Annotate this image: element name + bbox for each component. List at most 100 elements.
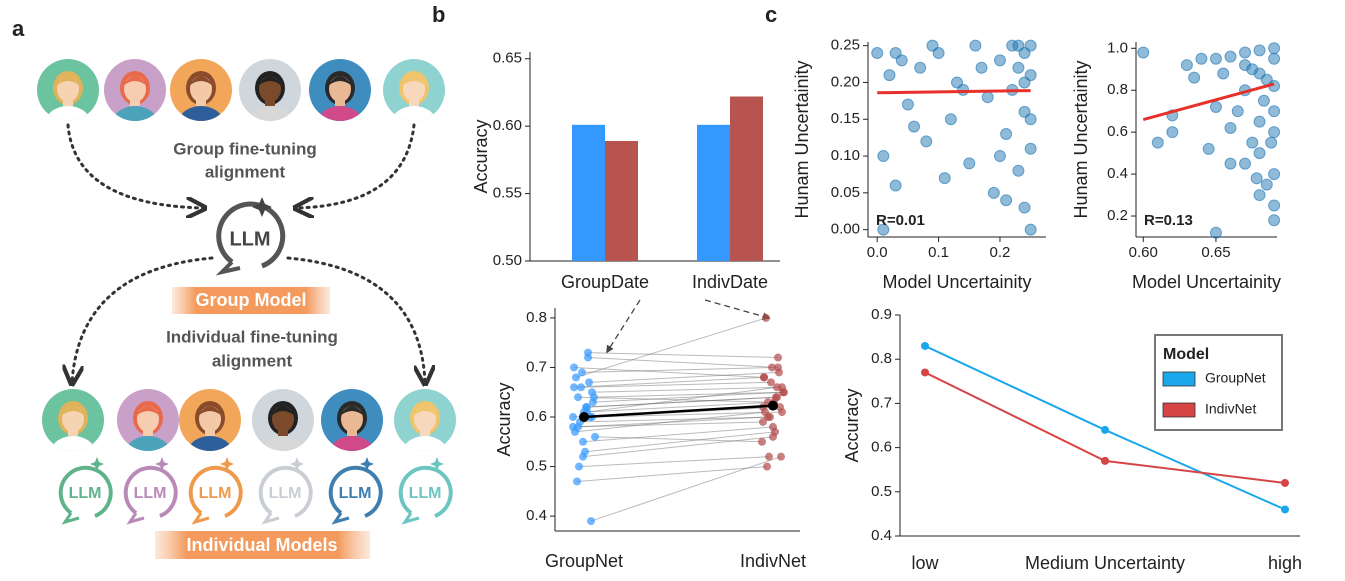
llm-tail (401, 512, 420, 525)
avatar-inner (126, 401, 170, 451)
legend-swatch (1162, 402, 1196, 418)
x-tick-label: low (911, 553, 939, 573)
point (1253, 115, 1266, 128)
sparkle (430, 457, 444, 471)
y-axis-label: Accuracy (842, 388, 862, 462)
point (766, 413, 774, 422)
mean-line (583, 404, 774, 419)
diagram-text: Individual fine-tuning (166, 327, 338, 346)
x-tick-label: high (1268, 553, 1302, 573)
point (1209, 101, 1222, 113)
llm-text: LLM (199, 485, 232, 502)
y-tick-label: 0.55 (493, 185, 522, 202)
point (1239, 46, 1252, 59)
avatar (239, 59, 301, 121)
pair-line (586, 396, 778, 408)
body (248, 106, 292, 121)
point (1239, 59, 1252, 72)
y-tick-label: 0.7 (526, 358, 547, 375)
avatar-inner (113, 71, 157, 121)
point (761, 408, 769, 417)
point (926, 39, 939, 52)
point (1268, 52, 1281, 65)
sparkle (220, 457, 234, 471)
point (1257, 94, 1270, 107)
point (1224, 157, 1237, 170)
point (774, 353, 782, 362)
avatar (117, 389, 179, 451)
pair-line (582, 426, 774, 443)
avatar (252, 389, 314, 451)
hair-top (340, 406, 364, 416)
point (762, 313, 770, 322)
point (1024, 142, 1037, 155)
point (777, 452, 785, 461)
body (261, 436, 305, 451)
sparkle (252, 197, 272, 217)
avatar (321, 389, 383, 451)
body (46, 106, 90, 121)
llm-text: LLM (269, 485, 302, 502)
annotation: R=0.13 (1144, 212, 1193, 229)
point (1024, 39, 1037, 52)
x-tick-label: GroupNet (545, 551, 623, 571)
y-tick-label: 0.4 (1107, 165, 1128, 182)
fit-line (1142, 82, 1275, 122)
point (871, 47, 884, 60)
highlight (155, 531, 370, 559)
arrows (66, 123, 425, 382)
pair-line (591, 411, 783, 418)
point (1231, 105, 1244, 118)
avatar (394, 389, 456, 451)
point (1268, 126, 1281, 139)
pair-line (586, 386, 778, 413)
y-tick-label: 0.8 (526, 309, 547, 326)
point (1024, 223, 1037, 236)
face (259, 76, 281, 102)
avatar-inner (403, 401, 447, 451)
point (1253, 189, 1266, 202)
point (1024, 113, 1037, 126)
point (775, 368, 783, 377)
body (179, 106, 223, 121)
y-axis-label: Hunam Uncertainity (1071, 60, 1091, 218)
x-tick-label: 0.0 (867, 244, 888, 261)
face (190, 76, 212, 102)
dashed-arrow (704, 299, 771, 321)
point (1260, 178, 1273, 191)
diagram-text: Group fine-tuning (173, 139, 317, 158)
llm-tail (126, 512, 145, 525)
point (758, 437, 766, 446)
llm-bubble (398, 465, 453, 518)
arrow (66, 123, 203, 208)
point (1202, 142, 1215, 155)
point (569, 422, 577, 431)
face (199, 406, 221, 432)
arrow (72, 256, 214, 382)
llm-tail (191, 512, 210, 525)
mean-point (768, 400, 778, 411)
llm-ring (216, 201, 286, 269)
point (1253, 44, 1266, 57)
llm-bubble (123, 465, 178, 518)
sparkle (290, 457, 304, 471)
point (938, 172, 951, 185)
pair-line (580, 381, 772, 388)
avatar (37, 59, 99, 121)
point (1018, 201, 1031, 214)
point (1012, 164, 1025, 177)
avatar-inner (46, 71, 90, 121)
point (1209, 52, 1222, 65)
point (572, 373, 580, 382)
llm-text: LLM (229, 228, 270, 250)
pair-line (572, 421, 764, 428)
hair-top (328, 76, 352, 86)
face (62, 406, 84, 432)
pair-line (575, 317, 767, 378)
avatar (104, 59, 166, 121)
x-tick-label: Medium Uncertainty (1025, 553, 1185, 573)
point (1268, 214, 1281, 227)
y-tick-label: 0.7 (871, 394, 892, 411)
point (778, 408, 786, 417)
